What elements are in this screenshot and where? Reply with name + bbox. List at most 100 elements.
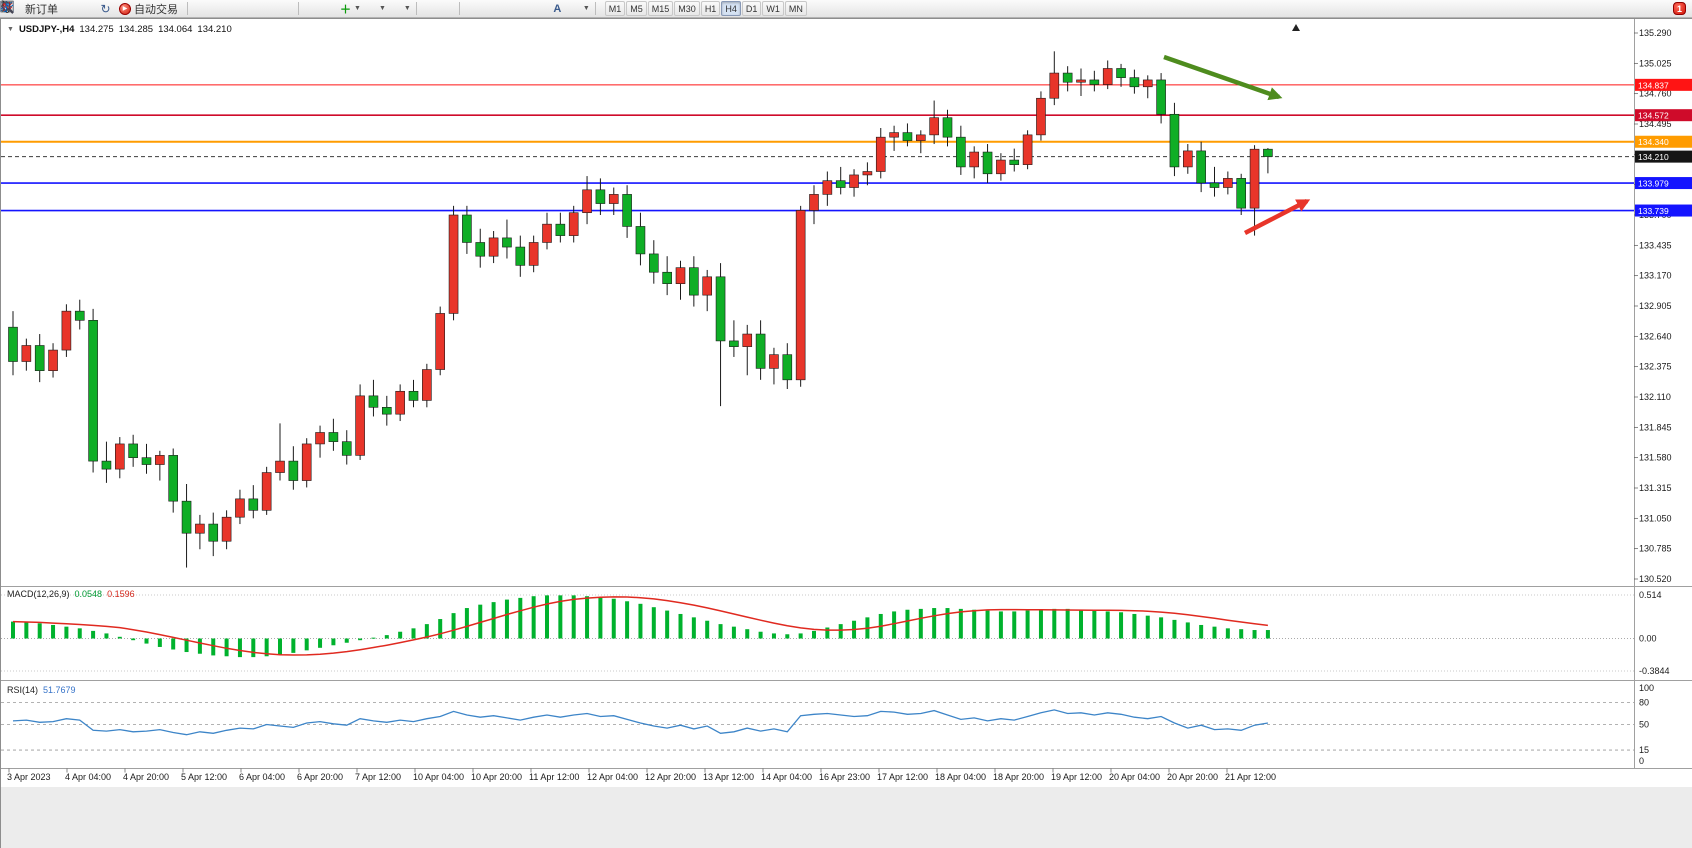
vertical-line-tool-icon[interactable]: [6, 1, 480, 16]
cursor-icon[interactable]: [2, 0, 437, 16]
notification-badge[interactable]: 1: [1673, 2, 1686, 15]
chevron-down-icon[interactable]: ▼: [354, 5, 361, 12]
svg-text:15: 15: [1639, 745, 1649, 755]
text-tool-icon[interactable]: A: [553, 2, 562, 15]
svg-text:11 Apr 12:00: 11 Apr 12:00: [529, 772, 579, 782]
svg-text:0: 0: [1639, 756, 1644, 766]
zoom-out-icon[interactable]: [1, 1, 276, 16]
toolbar-separator: [187, 2, 188, 15]
svg-text:132.375: 132.375: [1639, 362, 1672, 372]
time-axis[interactable]: 3 Apr 2023 4 Apr 04:00 4 Apr 20:00 5 Apr 12…: [7, 768, 1276, 783]
svg-text:21 Apr 12:00: 21 Apr 12:00: [1225, 772, 1276, 782]
ohlc-high: 134.285: [118, 24, 154, 35]
rsi-line: [12, 709, 1269, 736]
price-badge-133.739: 133.739: [1635, 204, 1692, 217]
down-trend-arrow[interactable]: [1163, 54, 1283, 101]
svg-text:133.979: 133.979: [1638, 179, 1669, 189]
auto-trading-label: 自动交易: [134, 3, 178, 16]
zoom-in-icon[interactable]: [1, 1, 259, 16]
chevron-down-icon[interactable]: ▼: [403, 5, 411, 12]
chevron-down-icon[interactable]: ▼: [582, 5, 590, 12]
svg-text:131.050: 131.050: [1639, 513, 1672, 523]
svg-text:100: 100: [1639, 683, 1654, 693]
arrows-tool-icon[interactable]: [1, 1, 582, 16]
svg-text:14 Apr 04:00: 14 Apr 04:00: [761, 772, 812, 782]
line-chart-icon[interactable]: [0, 1, 242, 16]
price-badge-134.210: 134.210: [1635, 150, 1692, 163]
svg-text:-0.3844: -0.3844: [1639, 666, 1670, 676]
svg-text:18 Apr 04:00: 18 Apr 04:00: [935, 772, 986, 782]
channel-tool-icon[interactable]: [0, 1, 531, 16]
timeframe-button-m5[interactable]: M5: [626, 1, 647, 16]
auto-trading-button[interactable]: ▶ 自动交易: [115, 1, 182, 17]
svg-text:135.290: 135.290: [1639, 28, 1672, 38]
market-watch-icon[interactable]: [0, 1, 96, 16]
toolbar-separator: [415, 2, 417, 15]
chevron-down-icon[interactable]: ▼: [378, 5, 386, 12]
svg-text:133.435: 133.435: [1639, 240, 1672, 250]
svg-text:12 Apr 04:00: 12 Apr 04:00: [587, 772, 638, 782]
indicators-icon[interactable]: [0, 1, 319, 16]
rsi-pane: 100 80 50 150: [1, 683, 1654, 766]
ohlc-close: 134.210: [197, 24, 232, 35]
toolbar-separator: [458, 2, 460, 15]
indicator-window-icon[interactable]: [0, 0, 336, 16]
svg-text:130.785: 130.785: [1639, 544, 1672, 554]
tile-windows-icon[interactable]: [0, 0, 293, 16]
symbol-title: USDJPY-,H4: [18, 24, 75, 35]
timeframe-button-m30[interactable]: M30: [674, 1, 700, 16]
svg-text:131.315: 131.315: [1639, 483, 1672, 493]
svg-text:134.760: 134.760: [1639, 89, 1672, 99]
up-trend-arrow[interactable]: [1243, 199, 1311, 235]
charts-profile-icon[interactable]: [0, 1, 79, 16]
search-icon[interactable]: [1, 1, 1667, 16]
add-indicator-icon[interactable]: ＋: [340, 3, 351, 16]
timeframe-button-d1[interactable]: D1: [741, 1, 762, 16]
macd-signal-line: [12, 596, 1268, 656]
svg-text:16 Apr 23:00: 16 Apr 23:00: [819, 772, 870, 782]
svg-text:10 Apr 04:00: 10 Apr 04:00: [413, 772, 464, 782]
timeframe-button-h4[interactable]: H4: [721, 1, 741, 16]
rsi-name: RSI(14): [7, 685, 39, 695]
svg-text:0.00: 0.00: [1639, 634, 1657, 644]
candlestick-chart-icon[interactable]: [1, 1, 225, 16]
svg-text:20 Apr 04:00: 20 Apr 04:00: [1109, 772, 1160, 782]
horizontal-line-tool-icon[interactable]: [1, 1, 497, 16]
svg-text:133.739: 133.739: [1638, 206, 1669, 216]
rsi-value: 51.7679: [43, 685, 76, 695]
price-axis[interactable]: 135.290135.025134.760134.495134.230133.9…: [1634, 28, 1672, 584]
svg-text:80: 80: [1639, 698, 1649, 708]
timeframe-button-m1[interactable]: M1: [604, 1, 626, 16]
chart-shift-marker[interactable]: [1292, 24, 1300, 31]
svg-text:18 Apr 20:00: 18 Apr 20:00: [993, 772, 1044, 782]
svg-text:20 Apr 20:00: 20 Apr 20:00: [1167, 772, 1218, 782]
timeframe-button-h1[interactable]: H1: [700, 1, 721, 16]
auto-trading-icon: ▶: [119, 2, 131, 15]
bar-chart-icon[interactable]: [1, 1, 208, 16]
svg-text:17 Apr 12:00: 17 Apr 12:00: [877, 772, 928, 782]
svg-text:7 Apr 12:00: 7 Apr 12:00: [355, 772, 401, 782]
trendline-tool-icon[interactable]: [0, 1, 514, 16]
collapse-arrow-icon[interactable]: ▼: [7, 26, 14, 33]
svg-text:4 Apr 04:00: 4 Apr 04:00: [65, 772, 111, 782]
chart-canvas[interactable]: 135.290135.025134.760134.495134.230133.9…: [1, 19, 1692, 848]
candlesticks: [8, 51, 1273, 568]
timeframe-button-mn[interactable]: MN: [784, 1, 807, 16]
chart-window: 135.290135.025134.760134.495134.230133.9…: [0, 18, 1692, 848]
timeframe-button-w1[interactable]: W1: [762, 1, 784, 16]
crosshair-icon[interactable]: [1, 1, 454, 16]
svg-text:3 Apr 2023: 3 Apr 2023: [7, 772, 51, 782]
template-icon[interactable]: [0, 1, 403, 16]
svg-text:6 Apr 04:00: 6 Apr 04:00: [239, 772, 285, 782]
refresh-icon[interactable]: ↻: [100, 1, 111, 16]
toolbar-right: 1: [1, 1, 1689, 16]
macd-value-signal: 0.1596: [107, 589, 135, 599]
timeframe-button-m15[interactable]: M15: [647, 1, 674, 16]
svg-text:134.340: 134.340: [1638, 137, 1669, 147]
svg-text:6 Apr 20:00: 6 Apr 20:00: [297, 772, 343, 782]
price-badge-134.572: 134.572: [1635, 109, 1692, 122]
fibonacci-tool-icon[interactable]: [1, 1, 548, 16]
svg-text:12 Apr 20:00: 12 Apr 20:00: [645, 772, 696, 782]
rsi-label: RSI(14) 51.7679: [7, 685, 76, 695]
period-clock-icon[interactable]: [1, 1, 378, 16]
